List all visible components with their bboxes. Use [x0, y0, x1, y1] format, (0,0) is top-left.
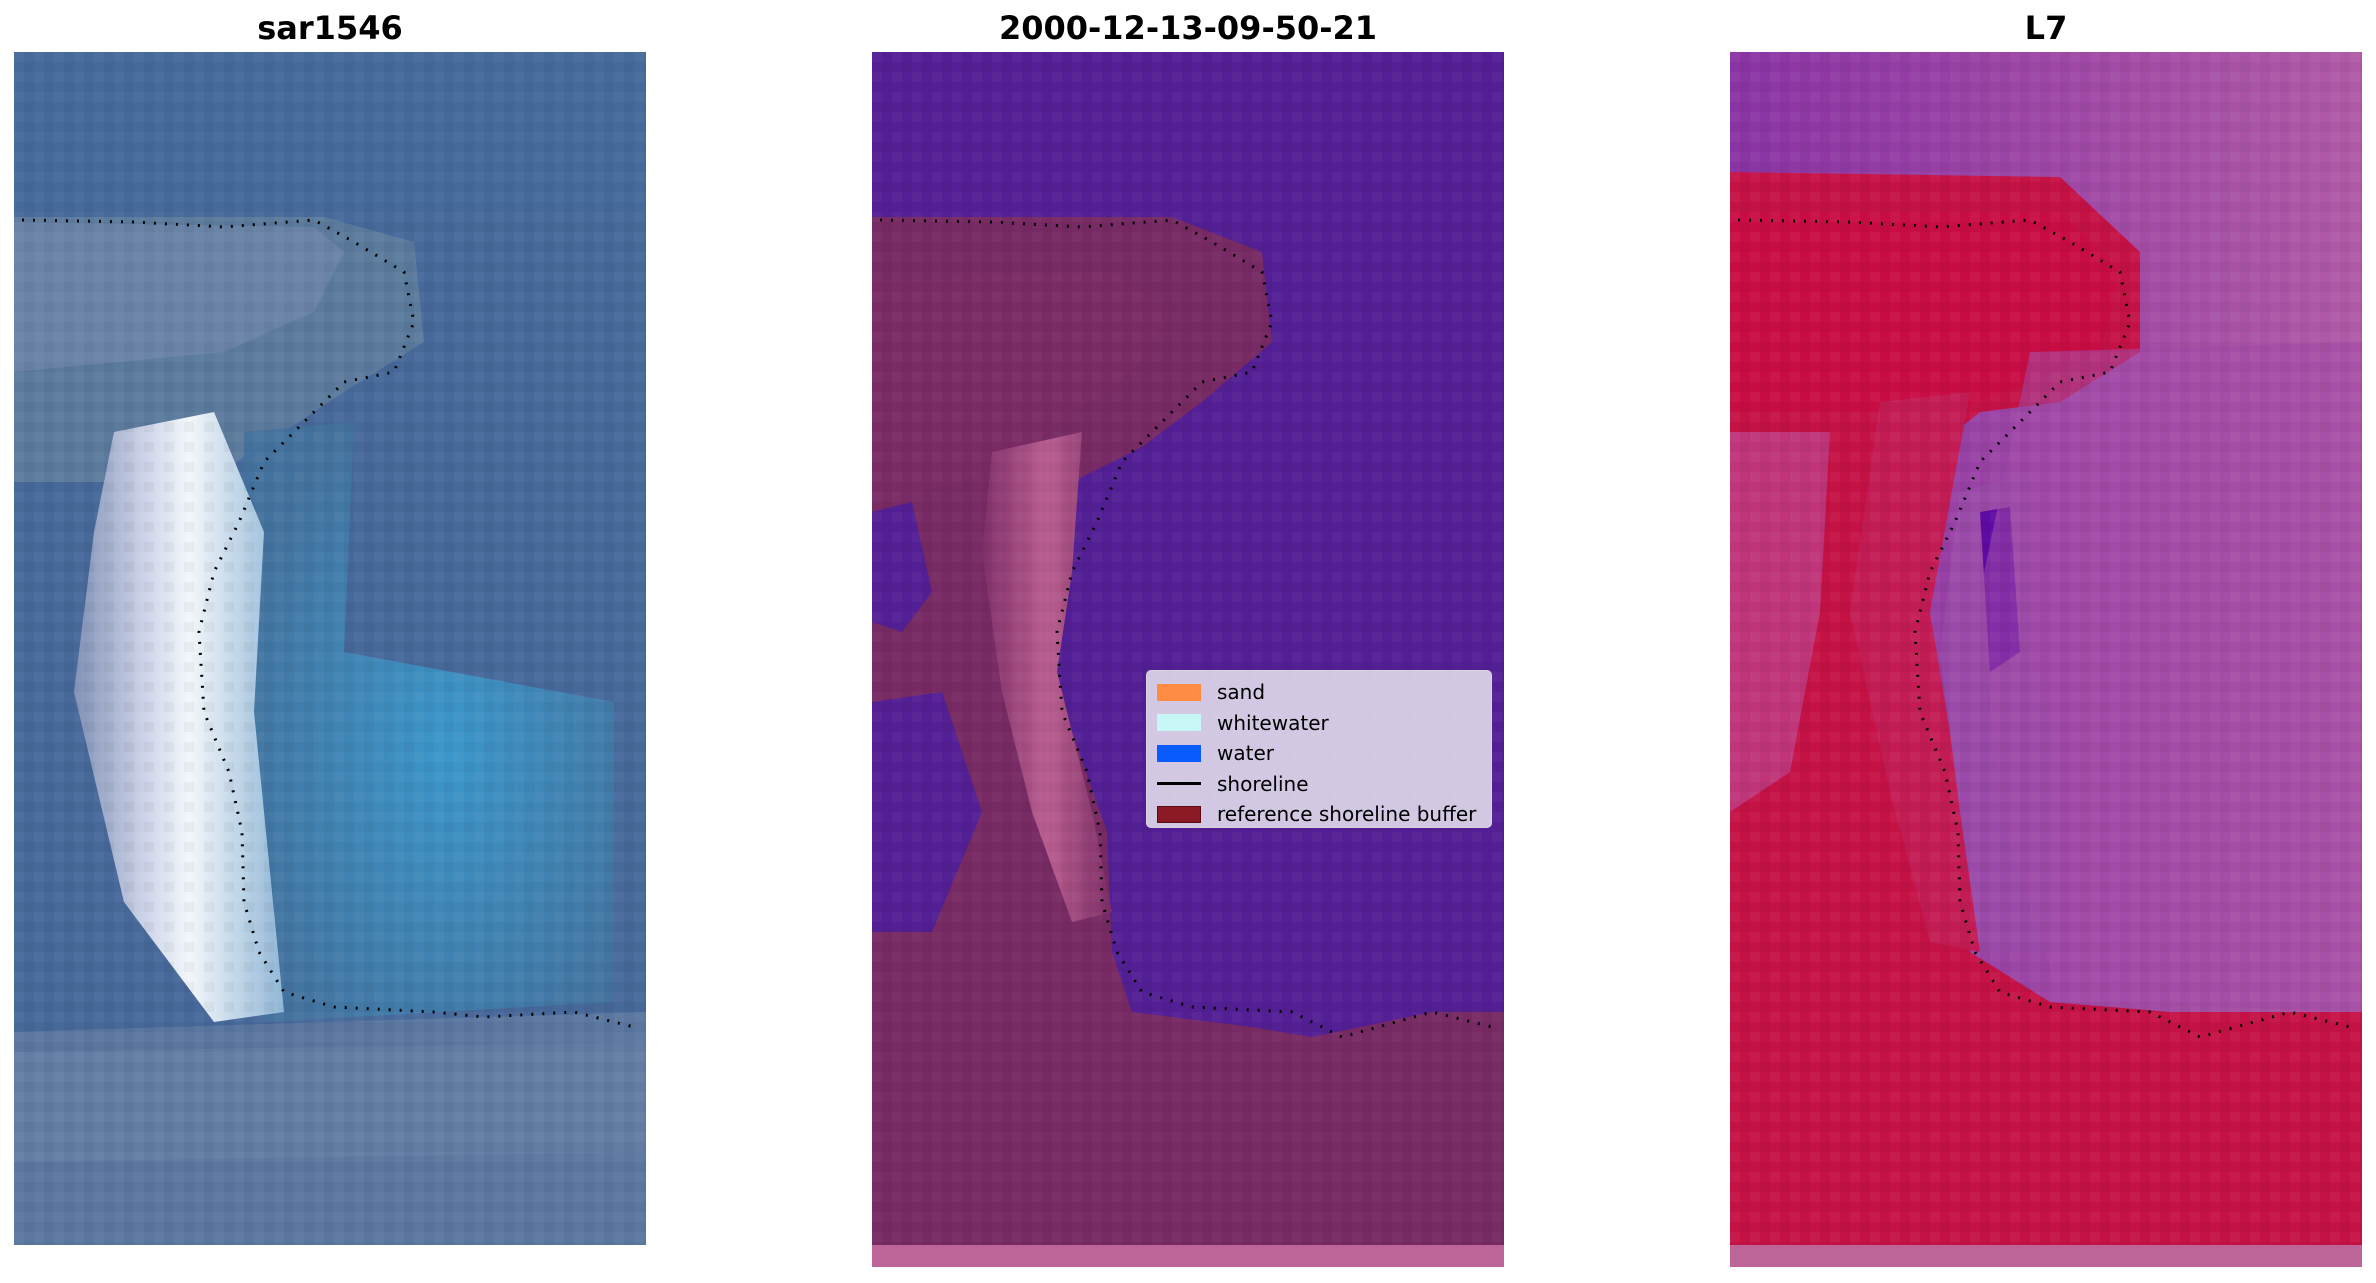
- legend-label: sand: [1217, 680, 1266, 705]
- l7-image: [1730, 52, 2362, 1267]
- legend-item-buffer: reference shoreline buffer: [1157, 799, 1481, 830]
- rgb-image: [14, 52, 646, 1245]
- legend-item-shoreline: shoreline: [1157, 769, 1481, 800]
- panel-title-classified: 2000-12-13-09-50-21: [998, 9, 1378, 47]
- classified-image: [872, 52, 1504, 1267]
- buffer-swatch: [1157, 805, 1201, 823]
- shoreline-rgb: [21, 218, 635, 1029]
- classified-image-panel: [872, 52, 1504, 1267]
- legend-label: whitewater: [1217, 710, 1329, 735]
- shoreline-l7: [1737, 218, 2351, 1039]
- legend-label: reference shoreline buffer: [1217, 802, 1477, 827]
- panel-title-l7: L7: [2024, 9, 2068, 47]
- sand-swatch: [1157, 683, 1201, 701]
- shoreline-classified: [879, 218, 1493, 1039]
- legend-label: shoreline: [1217, 771, 1309, 796]
- legend-label: water: [1217, 741, 1274, 766]
- rgb-image-panel: [14, 52, 646, 1245]
- legend-item-water: water: [1157, 738, 1481, 769]
- water-swatch: [1157, 744, 1201, 762]
- legend-item-whitewater: whitewater: [1157, 708, 1481, 739]
- panel-title-rgb: sar1546: [257, 9, 403, 47]
- l7-image-panel: [1730, 52, 2362, 1267]
- shoreline-line-swatch: [1157, 782, 1201, 786]
- whitewater-swatch: [1157, 714, 1201, 732]
- legend-item-sand: sand: [1157, 677, 1481, 708]
- legend: sand whitewater water shoreline referenc…: [1146, 670, 1492, 828]
